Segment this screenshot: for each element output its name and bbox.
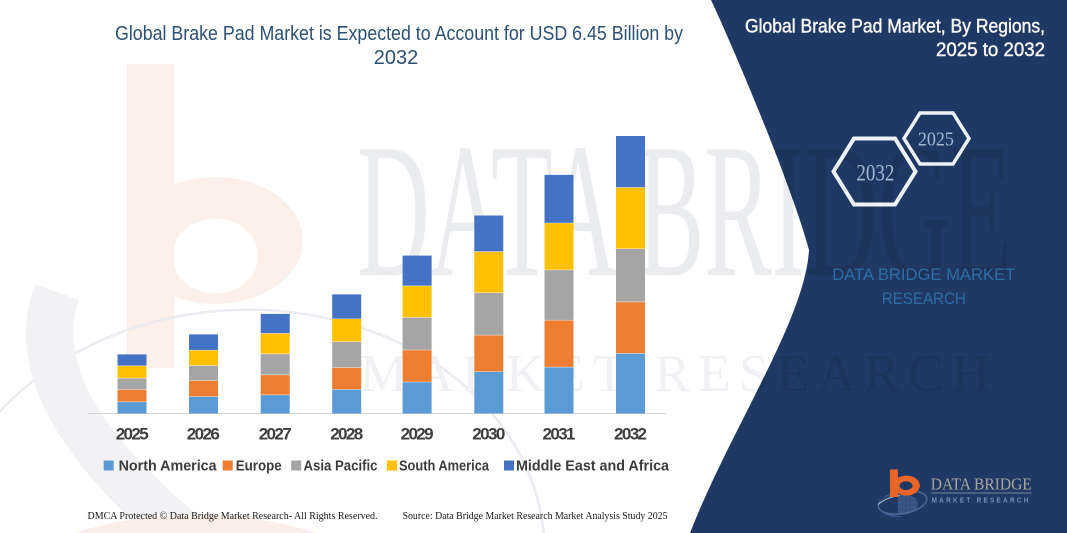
svg-text:2032: 2032 [614, 425, 647, 444]
svg-text:DATA BRIDGE: DATA BRIDGE [931, 475, 1032, 494]
svg-text:2027: 2027 [259, 425, 292, 444]
svg-text:2032: 2032 [856, 161, 894, 186]
svg-text:2029: 2029 [401, 425, 434, 444]
svg-text:MARKET RESEARCH: MARKET RESEARCH [932, 498, 1031, 505]
svg-text:2026: 2026 [187, 425, 220, 444]
svg-text:Asia Pacific: Asia Pacific [304, 458, 378, 475]
svg-text:Middle East and Africa: Middle East and Africa [516, 458, 670, 475]
svg-text:RESEARCH: RESEARCH [882, 289, 966, 308]
svg-text:2032: 2032 [374, 47, 419, 69]
svg-text:Source: Data Bridge Market Res: Source: Data Bridge Market Research Mark… [403, 510, 668, 522]
svg-text:North America: North America [119, 458, 218, 475]
svg-text:2025 to 2032: 2025 to 2032 [936, 39, 1045, 61]
svg-text:2031: 2031 [543, 425, 576, 444]
svg-text:2028: 2028 [330, 425, 363, 444]
svg-text:Europe: Europe [236, 458, 282, 475]
svg-text:Global Brake Pad Market, By Re: Global Brake Pad Market, By Regions, [745, 16, 1045, 38]
svg-text:DATA BRIDGE MARKET: DATA BRIDGE MARKET [832, 265, 1015, 284]
svg-text:South America: South America [399, 458, 490, 475]
svg-text:2030: 2030 [472, 425, 505, 444]
svg-text:DMCA Protected © Data Bridge M: DMCA Protected © Data Bridge Market Rese… [88, 510, 378, 522]
svg-text:2025: 2025 [116, 425, 149, 444]
svg-text:Global Brake Pad Market is Exp: Global Brake Pad Market is Expected to A… [115, 23, 683, 45]
svg-text:2025: 2025 [918, 129, 954, 151]
